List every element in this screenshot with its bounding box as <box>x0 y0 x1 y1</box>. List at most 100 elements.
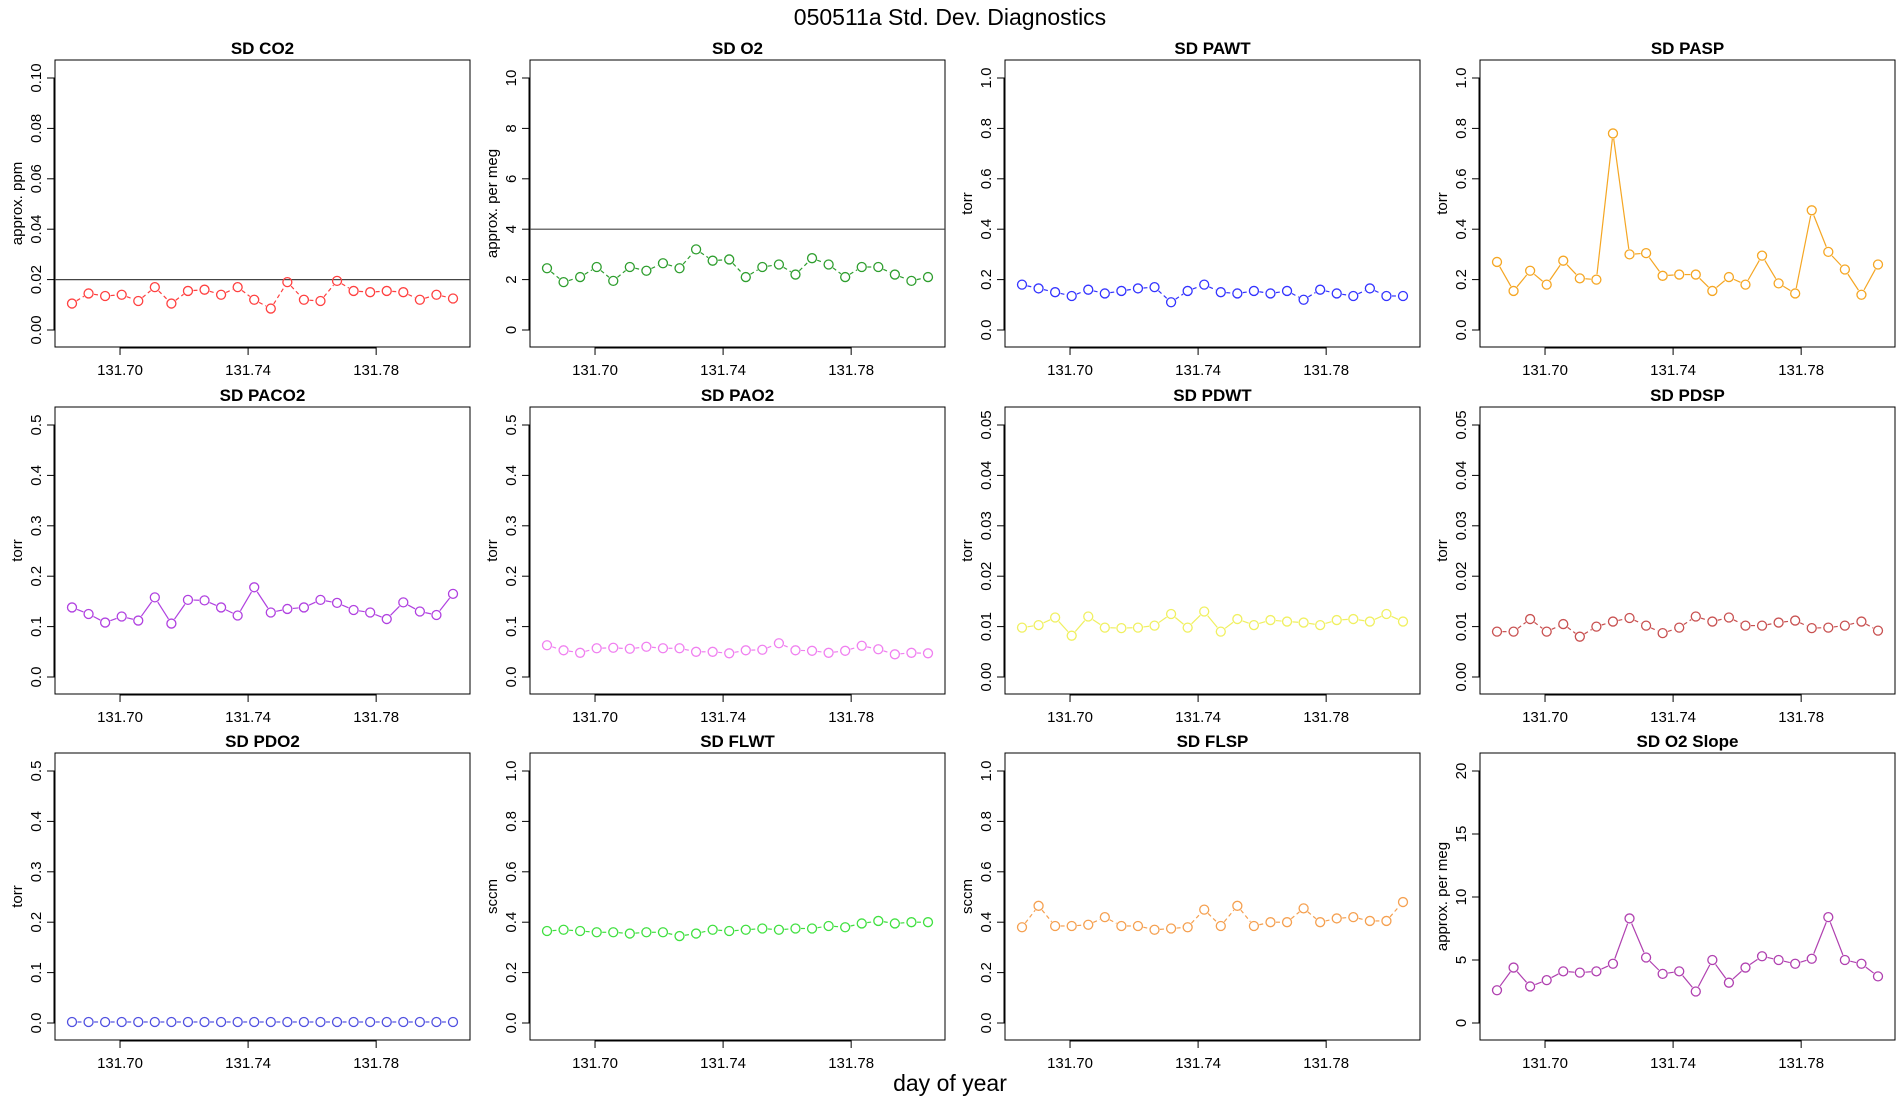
y-axis-label: sccm <box>959 879 976 914</box>
series-line-segment <box>1682 975 1693 988</box>
data-point <box>1690 611 1701 622</box>
y-tick-label: 0.06 <box>28 164 45 193</box>
y-tick-label: 0.2 <box>978 962 995 983</box>
y-tick-label: 0.02 <box>28 265 45 294</box>
data-point <box>1348 912 1359 923</box>
x-tick-label: 131.78 <box>353 362 399 379</box>
data-point <box>1591 274 1602 285</box>
data-point <box>1773 278 1784 289</box>
data-point <box>541 925 553 937</box>
series-line-segment <box>140 601 153 617</box>
data-point <box>282 1016 293 1028</box>
y-tick-label: 0.04 <box>978 461 995 490</box>
series-line-segment <box>1093 918 1101 923</box>
data-point <box>873 644 884 655</box>
data-point <box>315 1016 326 1028</box>
series-line-segment <box>798 261 809 272</box>
y-tick-label: 0.1 <box>28 616 45 637</box>
series-line-segment <box>375 613 382 618</box>
panel-title: SD PDSP <box>1650 386 1725 405</box>
series-line-segment <box>93 293 100 296</box>
y-axis-label: torr <box>9 539 26 562</box>
x-tick-label: 131.70 <box>1522 1055 1568 1072</box>
series-line-segment <box>341 604 349 609</box>
data-point <box>624 643 635 654</box>
series-line-segment <box>584 269 593 275</box>
y-tick-label: 0.4 <box>1453 219 1470 240</box>
data-point <box>740 645 751 656</box>
data-point <box>707 646 718 657</box>
series-line-segment <box>900 652 907 655</box>
data-point <box>149 1016 160 1028</box>
series-line-segment <box>635 267 642 271</box>
panel-title: SD PDWT <box>1173 386 1252 405</box>
y-tick-label: 0.5 <box>28 415 45 436</box>
data-point <box>1149 620 1160 631</box>
data-point <box>1740 279 1751 290</box>
data-point <box>1315 284 1326 295</box>
data-point <box>1591 621 1602 632</box>
data-point <box>331 275 343 287</box>
series-line-segment <box>1649 960 1660 971</box>
panel-title: SD O2 Slope <box>1636 732 1738 751</box>
series-line-segment <box>1307 911 1317 920</box>
figure-title: 050511a Std. Dev. Diagnostics <box>793 4 1107 30</box>
series-line-segment <box>849 269 858 275</box>
data-point <box>182 1016 194 1028</box>
series-line-segment <box>1307 292 1316 298</box>
data-point <box>1364 616 1376 627</box>
y-tick-label: 6 <box>503 175 520 183</box>
y-tick-label: 0.0 <box>978 320 995 341</box>
data-point <box>1149 924 1160 935</box>
y-tick-label: 0.0 <box>978 1013 995 1034</box>
data-point <box>1524 265 1536 276</box>
series-line-segment <box>1631 923 1645 953</box>
y-tick-label: 0.0 <box>503 1013 520 1034</box>
y-tick-label: 0.4 <box>503 912 520 933</box>
data-point <box>873 261 884 273</box>
data-point <box>1790 615 1801 626</box>
data-point <box>1298 617 1309 628</box>
y-tick-label: 0.6 <box>503 861 520 882</box>
series-line-segment <box>1813 215 1827 247</box>
x-tick-label: 131.74 <box>700 709 746 726</box>
data-point <box>365 607 376 618</box>
y-tick-label: 0.1 <box>28 962 45 983</box>
data-point <box>1773 617 1784 628</box>
data-point <box>1740 620 1751 631</box>
data-point <box>574 271 586 283</box>
series-line-segment <box>1224 621 1234 629</box>
panel-title: SD PAO2 <box>701 386 774 405</box>
data-point <box>558 276 569 288</box>
series-line-segment <box>1733 278 1741 283</box>
data-point <box>757 923 768 934</box>
data-point <box>1624 249 1635 260</box>
x-tick-label: 131.78 <box>828 362 874 379</box>
y-tick-label: 0.00 <box>978 662 995 691</box>
series-line-segment <box>1060 292 1067 296</box>
data-point <box>1541 279 1552 290</box>
y-tick-label: 0.0 <box>28 667 45 688</box>
data-point <box>707 924 718 935</box>
y-tick-label: 0.8 <box>503 811 520 832</box>
series-line-segment <box>1813 922 1827 954</box>
data-point <box>624 261 635 273</box>
data-point <box>1066 630 1077 641</box>
y-axis-label: approx. ppm <box>9 162 26 245</box>
x-tick-label: 131.70 <box>1047 362 1093 379</box>
data-point <box>1049 612 1061 623</box>
x-tick-label: 131.78 <box>1778 1055 1824 1072</box>
data-point <box>66 1016 78 1028</box>
series-line-segment <box>1499 266 1512 287</box>
data-point <box>873 915 884 927</box>
data-point <box>83 608 94 620</box>
panel-title: SD PDO2 <box>225 732 300 751</box>
data-point <box>1066 290 1077 302</box>
series-line-segment <box>1516 274 1528 288</box>
data-point <box>1083 611 1094 622</box>
data-point <box>1624 913 1635 924</box>
series-line-segment <box>439 597 451 612</box>
data-point <box>740 924 751 935</box>
series-line-segment <box>783 266 792 273</box>
data-point <box>1707 954 1718 966</box>
